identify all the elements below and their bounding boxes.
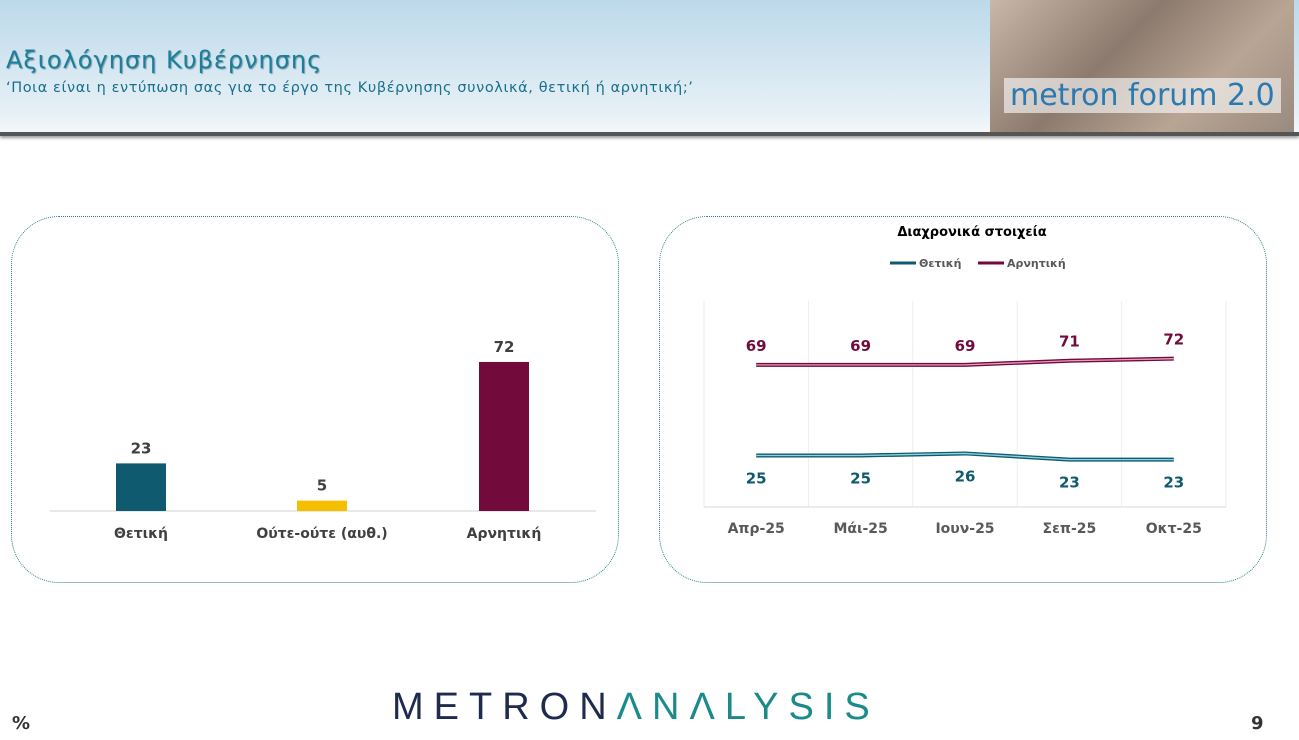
page-title: Αξιολόγηση Κυβέρνησης — [6, 46, 323, 74]
bar-chart-panel: 23 Θετική 5 Ούτε-ούτε (αυθ.) 72 Αρνητική — [11, 216, 619, 583]
series-line-highlight — [756, 358, 1174, 366]
data-label: 23 — [1163, 474, 1184, 492]
data-label: 71 — [1059, 333, 1080, 351]
data-label: 69 — [955, 337, 976, 355]
unit-label: % — [12, 713, 31, 734]
legend-label: Αρνητική — [1007, 257, 1066, 270]
data-label: 72 — [494, 338, 515, 356]
metron-forum-logo: metron forum 2.0 — [990, 0, 1294, 132]
page-subtitle: ‘Ποια είναι η εντύπωση σας για το έργο τ… — [6, 80, 694, 96]
data-label: 69 — [850, 337, 871, 355]
data-label: 26 — [955, 467, 976, 485]
bar-1 — [297, 500, 347, 511]
data-label: 25 — [746, 470, 767, 488]
x-tick-label: Οκτ-25 — [1146, 521, 1202, 537]
data-label: 23 — [1059, 474, 1080, 492]
x-tick-label: Ούτε-ούτε (αυθ.) — [256, 526, 387, 542]
data-label: 23 — [131, 439, 152, 457]
chart-title: Διαχρονικά στοιχεία — [897, 225, 1046, 240]
x-tick-label: Θετική — [114, 526, 168, 542]
series-line-0 — [756, 451, 1174, 462]
data-label: 69 — [746, 337, 767, 355]
metron-analysis-logo: METRONΛNΛLYSIS — [392, 686, 880, 728]
x-tick-label: Σεπ-25 — [1043, 521, 1097, 537]
data-label: 25 — [850, 470, 871, 488]
x-tick-label: Ιουν-25 — [935, 521, 994, 537]
data-label: 72 — [1163, 331, 1184, 349]
series-line-highlight — [756, 452, 1174, 461]
line-chart-panel: Διαχρονικά στοιχεία Θετική 25 25 26 23 23 Αρνητ… — [659, 216, 1267, 583]
x-tick-label: Αρνητική — [467, 526, 542, 542]
x-tick-label: Μάι-25 — [833, 521, 887, 537]
page-number: 9 — [1251, 713, 1264, 734]
legend-label: Θετική — [919, 257, 961, 270]
bar-chart: 23 Θετική 5 Ούτε-ούτε (αυθ.) 72 Αρνητική — [50, 338, 596, 542]
bar-0 — [116, 463, 166, 511]
bar-2 — [479, 361, 529, 511]
header: Αξιολόγηση Κυβέρνησης ‘Ποια είναι η εντύ… — [0, 0, 1299, 136]
data-label: 5 — [317, 477, 327, 495]
line-chart: Διαχρονικά στοιχεία Θετική 25 25 26 23 23 Αρνητ… — [703, 225, 1227, 537]
x-tick-label: Απρ-25 — [728, 521, 785, 537]
